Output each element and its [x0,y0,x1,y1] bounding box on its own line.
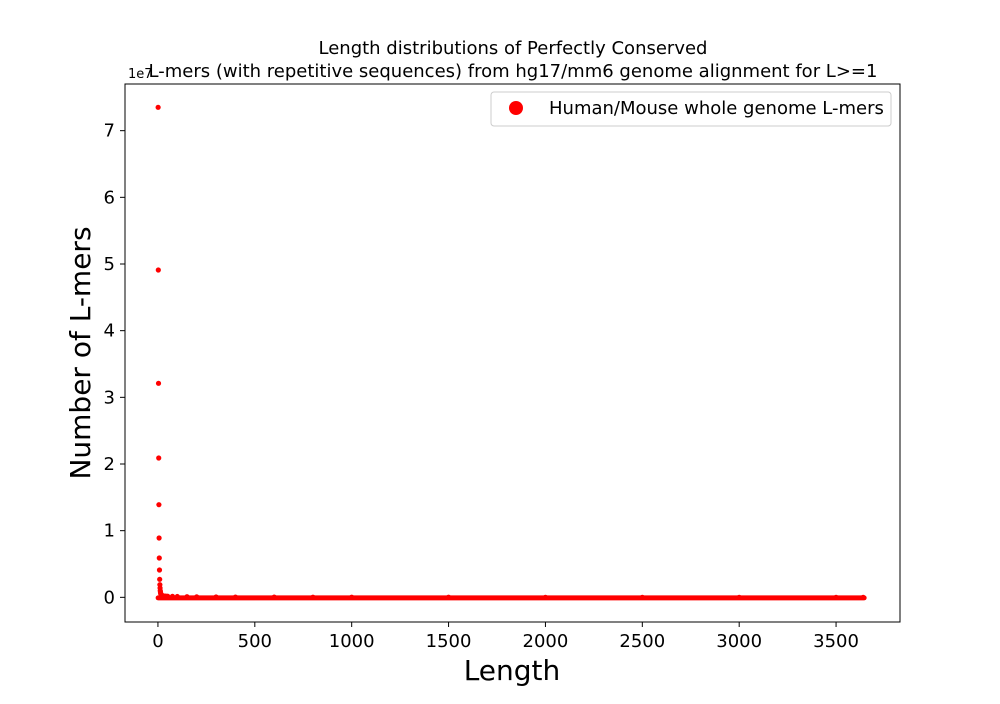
chart-title-line-1: Length distributions of Perfectly Conser… [319,38,708,59]
data-points [155,104,867,601]
data-point [156,455,162,461]
data-point [155,104,161,110]
data-point [155,267,161,273]
y-tick-label: 3 [104,387,115,408]
x-axis-label: Length [464,654,561,687]
legend-frame [490,91,892,127]
x-tick-label: 1500 [426,631,472,652]
y-tick-label: 1 [104,521,115,542]
x-tick-label: 3500 [813,631,859,652]
data-point [157,576,163,582]
y-axis-ticks: 0 1 2 3 4 5 6 7 [104,121,125,608]
y-tick-label: 6 [104,187,115,208]
x-tick-label: 0 [152,631,163,652]
legend-label: Human/Mouse whole genome L-mers [549,98,884,119]
y-tick-label: 5 [104,254,115,275]
x-tick-label: 1000 [329,631,375,652]
legend: Human/Mouse whole genome L-mers [490,91,892,127]
data-point [156,555,162,561]
data-point [156,535,162,541]
y-axis-label: Number of L-mers [64,226,97,479]
y-tick-label: 4 [104,321,115,342]
x-tick-label: 2000 [523,631,569,652]
x-tick-label: 2500 [619,631,665,652]
y-tick-label: 2 [104,454,115,475]
data-point [156,502,162,508]
y-tick-label: 0 [104,587,115,608]
x-tick-label: 3000 [716,631,762,652]
chart-title-line-2: L-mers (with repetitive sequences) from … [149,61,878,82]
x-tick-label: 500 [238,631,272,652]
plot-frame [124,83,901,623]
legend-marker [509,101,523,115]
y-axis-offset-label: 1e7 [128,67,153,82]
y-tick-label: 7 [104,121,115,142]
data-point [155,380,162,386]
x-axis-ticks: 0 500 1000 1500 2000 2500 3000 3500 [152,622,859,652]
data-point [156,567,163,573]
